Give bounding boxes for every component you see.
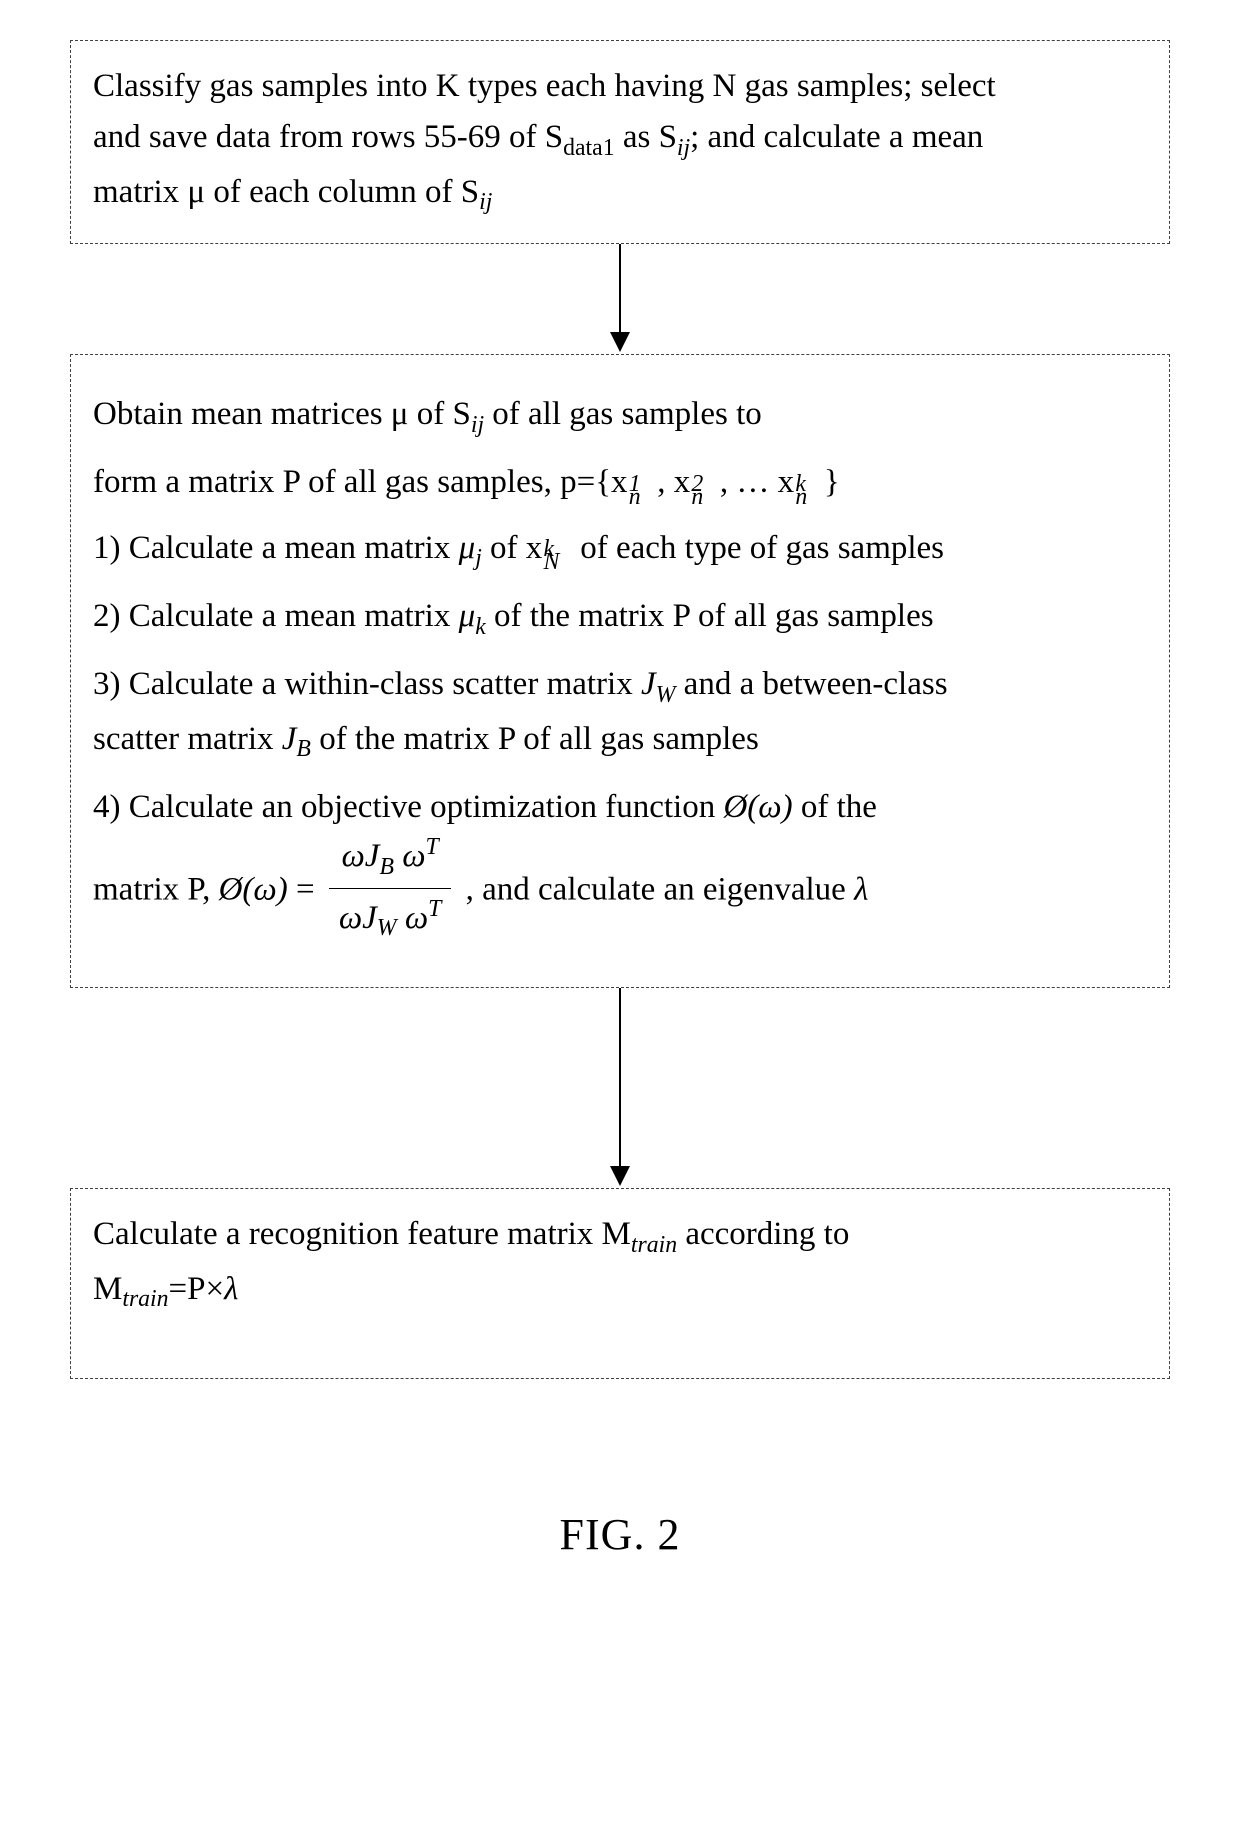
- text: , and calculate an eigenvalue: [457, 872, 854, 908]
- flow-step-2: Obtain mean matrices μ of Sij of all gas…: [70, 354, 1170, 988]
- fraction: ωJB ωT ωJW ωT: [329, 829, 452, 947]
- symbol-phi: Ø(ω): [723, 789, 792, 825]
- symbol-mu: μ: [459, 530, 476, 566]
- text: =P: [169, 1271, 206, 1307]
- text: , x: [657, 464, 690, 500]
- symbol-j: J: [641, 666, 656, 702]
- text: according to: [677, 1216, 849, 1252]
- symbol-phi: Ø(ω): [219, 872, 296, 908]
- subscript: train: [631, 1232, 677, 1258]
- subscript: j: [475, 545, 482, 571]
- flow-arrow-1: [600, 244, 640, 354]
- text: , … x: [720, 464, 794, 500]
- text: of: [482, 530, 526, 566]
- text: as S: [615, 119, 677, 155]
- text: 2) Calculate a mean matrix: [93, 598, 459, 634]
- numerator: ωJB ωT: [329, 829, 452, 888]
- text: 3) Calculate a within-class scatter matr…: [93, 666, 641, 702]
- text: of all gas samples to: [484, 396, 762, 432]
- text: and save data from rows 55-69 of S: [93, 119, 563, 155]
- step-1: 1) Calculate a mean matrix μj of xNk of …: [93, 523, 1147, 577]
- paragraph: form a matrix P of all gas samples, p={x…: [93, 457, 1147, 508]
- subscript: ij: [677, 135, 690, 161]
- subscript: train: [122, 1286, 168, 1312]
- step-2: 2) Calculate a mean matrix μk of the mat…: [93, 591, 1147, 645]
- paragraph: Obtain mean matrices μ of Sij of all gas…: [93, 389, 1147, 443]
- text: 1) Calculate a mean matrix: [93, 530, 459, 566]
- denominator: ωJW ωT: [329, 889, 452, 947]
- symbol-j: J: [282, 721, 297, 757]
- subscript: ij: [479, 189, 492, 215]
- subscript: B: [296, 736, 311, 762]
- symbol-lambda: λ: [224, 1271, 238, 1307]
- text: of the matrix P of all gas samples: [486, 598, 934, 634]
- text: matrix P,: [93, 872, 219, 908]
- text: }: [824, 464, 840, 500]
- figure-caption: FIG. 2: [30, 1509, 1210, 1560]
- flow-arrow-2: [600, 988, 640, 1188]
- text: scatter matrix: [93, 721, 282, 757]
- step-4: 4) Calculate an objective optimization f…: [93, 782, 1147, 951]
- flowchart: Classify gas samples into K types each h…: [30, 40, 1210, 1379]
- text: and a between-class: [675, 666, 947, 702]
- symbol-mu: μ: [459, 598, 476, 634]
- symbol-x: x: [526, 530, 543, 566]
- arrow-down-icon: [600, 244, 640, 354]
- step-3: 3) Calculate a within-class scatter matr…: [93, 659, 1147, 768]
- subscript: data1: [563, 135, 614, 161]
- text: form a matrix P of all gas samples, p={x: [93, 464, 628, 500]
- text: Obtain mean matrices μ of S: [93, 396, 471, 432]
- text: Classify gas samples into K types each h…: [93, 68, 996, 104]
- text: =: [296, 872, 323, 908]
- text: M: [93, 1271, 122, 1307]
- text: of each type of gas samples: [572, 530, 944, 566]
- symbol-times: ×: [206, 1271, 225, 1307]
- subscript: W: [656, 682, 676, 708]
- flow-step-1: Classify gas samples into K types each h…: [70, 40, 1170, 244]
- text: 4) Calculate an objective optimization f…: [93, 789, 723, 825]
- text: of the: [793, 789, 877, 825]
- text: ; and calculate a mean: [690, 119, 983, 155]
- symbol-lambda: λ: [854, 872, 868, 908]
- text: matrix μ of each column of S: [93, 174, 479, 210]
- text: Calculate a recognition feature matrix M: [93, 1216, 631, 1252]
- subscript: k: [475, 614, 486, 640]
- flow-step-3: Calculate a recognition feature matrix M…: [70, 1188, 1170, 1379]
- subscript: ij: [471, 412, 484, 438]
- arrow-down-icon: [600, 988, 640, 1188]
- text: of the matrix P of all gas samples: [311, 721, 759, 757]
